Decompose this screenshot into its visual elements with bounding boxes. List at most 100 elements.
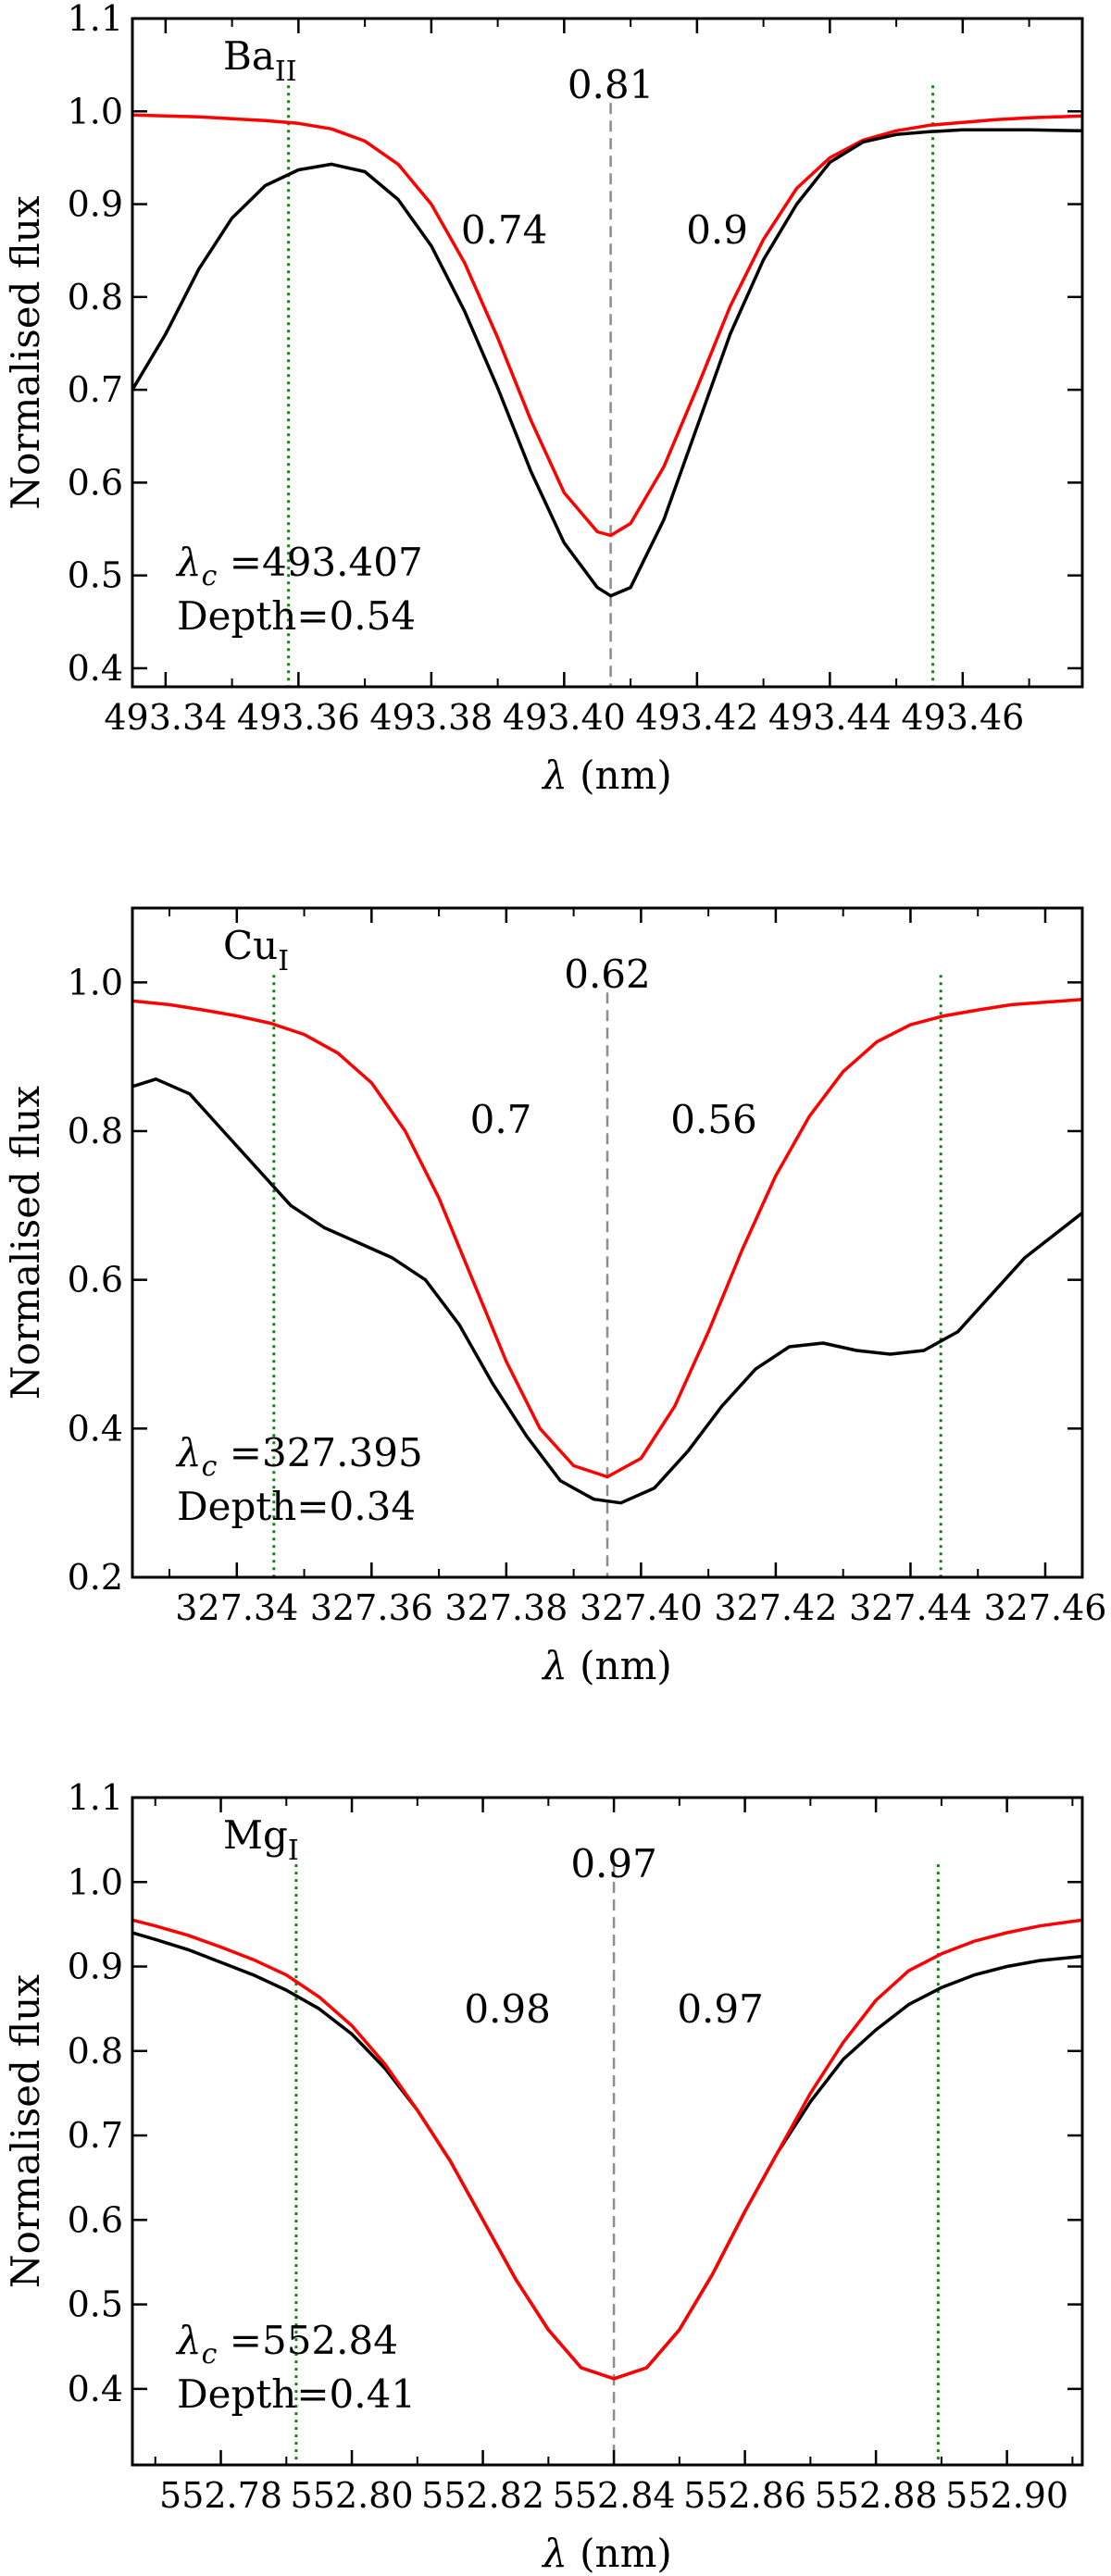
- y-tick-label: 1.1: [68, 1777, 123, 1818]
- y-tick-label: 0.9: [68, 1947, 123, 1987]
- chart-panel-mg: 552.78 552.80 552.82 552.84 552.86 552.88 552.…: [3, 1777, 1084, 2576]
- x-axis-label: λ (nm): [541, 2531, 672, 2576]
- y-axis-label: Normalised flux: [3, 1086, 48, 1400]
- x-tick-label: 552.86: [683, 2475, 806, 2516]
- center-value-label: 0.97: [570, 1841, 657, 1886]
- y-tick-label: 0.7: [68, 369, 123, 410]
- element-label: BaII: [223, 33, 297, 88]
- x-axis-unit: (nm): [568, 1643, 672, 1688]
- model-spectrum-line: [132, 1918, 1082, 2381]
- ionization-stage: II: [275, 56, 297, 88]
- y-tick-label: 0.5: [68, 2284, 123, 2325]
- y-tick-label: 1.1: [68, 0, 123, 39]
- y-tick-label: 0.4: [68, 648, 123, 689]
- left-value-label: 0.7: [470, 1097, 532, 1142]
- x-tick-label: 327.46: [983, 1587, 1106, 1628]
- element-symbol: Cu: [223, 923, 278, 968]
- y-tick-label: 0.6: [68, 462, 123, 503]
- x-tick-label: 552.88: [815, 2475, 938, 2516]
- x-axis-symbol: λ: [541, 1643, 568, 1688]
- x-axis-label: λ (nm): [541, 753, 672, 798]
- x-axis-label: λ (nm): [541, 1643, 672, 1688]
- y-tick-label: 0.6: [68, 2199, 123, 2240]
- plot-frame: [131, 17, 1084, 689]
- x-tick-label: 552.84: [553, 2475, 676, 2516]
- element-symbol: Ba: [223, 33, 275, 79]
- right-value-label: 0.56: [670, 1097, 757, 1142]
- y-tick-label: 0.8: [68, 2031, 123, 2072]
- y-tick-label: 1.0: [68, 91, 123, 131]
- element-label: MgI: [223, 1812, 299, 1867]
- plot-frame: [131, 1796, 1084, 2467]
- observed-spectrum-line: [132, 1077, 1082, 1505]
- lambda-subscript: c: [202, 1450, 218, 1483]
- x-tick-label: 493.38: [369, 697, 493, 738]
- center-value-label: 0.62: [564, 952, 651, 997]
- x-tick-label: 493.36: [237, 697, 360, 738]
- right-value-label: 0.9: [686, 207, 748, 253]
- x-tick-label: 327.44: [849, 1587, 972, 1628]
- x-tick-label: 493.44: [768, 697, 892, 738]
- x-tick-label: 327.34: [175, 1587, 298, 1628]
- y-axis-label: Normalised flux: [3, 1974, 48, 2289]
- lambda-subscript: c: [202, 560, 218, 592]
- model-spectrum-line: [132, 113, 1082, 538]
- y-tick-label: 0.7: [68, 2115, 123, 2156]
- x-tick-label: 493.46: [901, 697, 1024, 738]
- element-symbol: Mg: [223, 1812, 288, 1858]
- lambda-c-label: λc =327.395: [175, 1430, 423, 1483]
- ionization-stage: I: [278, 945, 289, 977]
- lambda-value: =552.84: [217, 2318, 398, 2363]
- x-tick-label: 493.34: [104, 697, 227, 738]
- lambda-symbol: λ: [175, 540, 202, 585]
- lambda-symbol: λ: [175, 2318, 202, 2363]
- ionization-stage: I: [288, 1835, 299, 1867]
- left-value-label: 0.98: [464, 1986, 551, 2032]
- lambda-value: =493.407: [217, 540, 422, 585]
- depth-label: Depth=0.34: [177, 1484, 416, 1529]
- x-tick-label: 552.78: [159, 2475, 282, 2516]
- lambda-c-label: λc =493.407: [175, 540, 423, 592]
- x-tick-label: 552.90: [945, 2475, 1068, 2516]
- y-tick-label: 0.6: [68, 1260, 123, 1300]
- observed-spectrum-line: [132, 128, 1082, 598]
- plot-frame: [131, 906, 1084, 1579]
- depth-label: Depth=0.54: [177, 593, 416, 639]
- lambda-symbol: λ: [175, 1430, 202, 1475]
- lambda-subscript: c: [202, 2338, 218, 2371]
- y-tick-label: 0.8: [68, 1111, 123, 1151]
- y-tick-label: 0.5: [68, 555, 123, 596]
- y-tick-label: 0.4: [68, 1408, 123, 1449]
- x-axis-unit: (nm): [568, 753, 672, 798]
- chart-panel-cu: 327.34 327.36 327.38 327.40 327.42 327.44 327.…: [3, 906, 1106, 1688]
- y-axis-label: Normalised flux: [3, 195, 48, 510]
- depth-label: Depth=0.41: [177, 2371, 416, 2417]
- x-tick-label: 327.38: [444, 1587, 568, 1628]
- element-label: CuI: [223, 923, 289, 977]
- y-tick-label: 0.8: [68, 277, 123, 317]
- x-tick-label: 327.40: [580, 1587, 703, 1628]
- y-tick-label: 0.9: [68, 184, 123, 225]
- y-tick-label: 1.0: [68, 962, 123, 1002]
- y-tick-label: 0.2: [68, 1557, 123, 1598]
- left-value-label: 0.74: [461, 207, 548, 253]
- center-value-label: 0.81: [568, 62, 655, 107]
- chart-panel-ba: 493.34 493.36 493.38 493.40 493.42 493.44 493.…: [3, 0, 1084, 798]
- x-tick-label: 327.36: [310, 1587, 433, 1628]
- x-tick-label: 327.42: [714, 1587, 837, 1628]
- observed-spectrum-line: [132, 1931, 1082, 2381]
- right-value-label: 0.97: [677, 1986, 764, 2032]
- lambda-c-label: λc =552.84: [175, 2318, 398, 2371]
- y-tick-label: 0.4: [68, 2369, 123, 2409]
- x-axis-unit: (nm): [568, 2531, 672, 2576]
- x-tick-label: 552.82: [421, 2475, 544, 2516]
- x-tick-label: 493.40: [503, 697, 626, 738]
- x-tick-label: 552.80: [291, 2475, 414, 2516]
- x-tick-label: 493.42: [635, 697, 758, 738]
- x-axis-symbol: λ: [541, 753, 568, 798]
- lambda-value: =327.395: [217, 1430, 422, 1475]
- y-tick-label: 1.0: [68, 1861, 123, 1902]
- x-axis-symbol: λ: [541, 2531, 568, 2576]
- model-spectrum-line: [132, 998, 1082, 1479]
